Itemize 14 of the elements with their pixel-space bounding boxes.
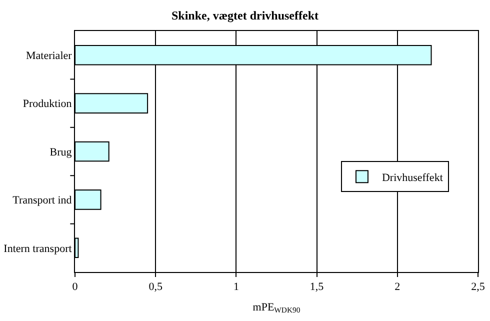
- x-tick-label: 2,5: [471, 281, 486, 294]
- y-tick-label: Intern transport: [4, 242, 72, 255]
- y-tick-label: Produktion: [22, 98, 72, 110]
- y-tick-label: Materialer: [26, 50, 72, 62]
- x-axis-title: mPE$_{WDK90}$: [252, 301, 300, 315]
- x-tick-label: 0: [72, 281, 78, 294]
- y-tick-label: Brug: [50, 146, 72, 158]
- x-tick-label: 0,5: [148, 281, 163, 294]
- x-tick-label: 1,5: [310, 281, 324, 294]
- y-tick-label: Transport ind: [12, 194, 72, 207]
- x-tick-label: 1: [233, 281, 239, 294]
- x-tick-label: 2: [394, 281, 400, 294]
- chart-title: Skinke, vægtet drivhuseffekt: [171, 8, 319, 23]
- legend-label: Drivhuseffekt: [382, 172, 443, 184]
